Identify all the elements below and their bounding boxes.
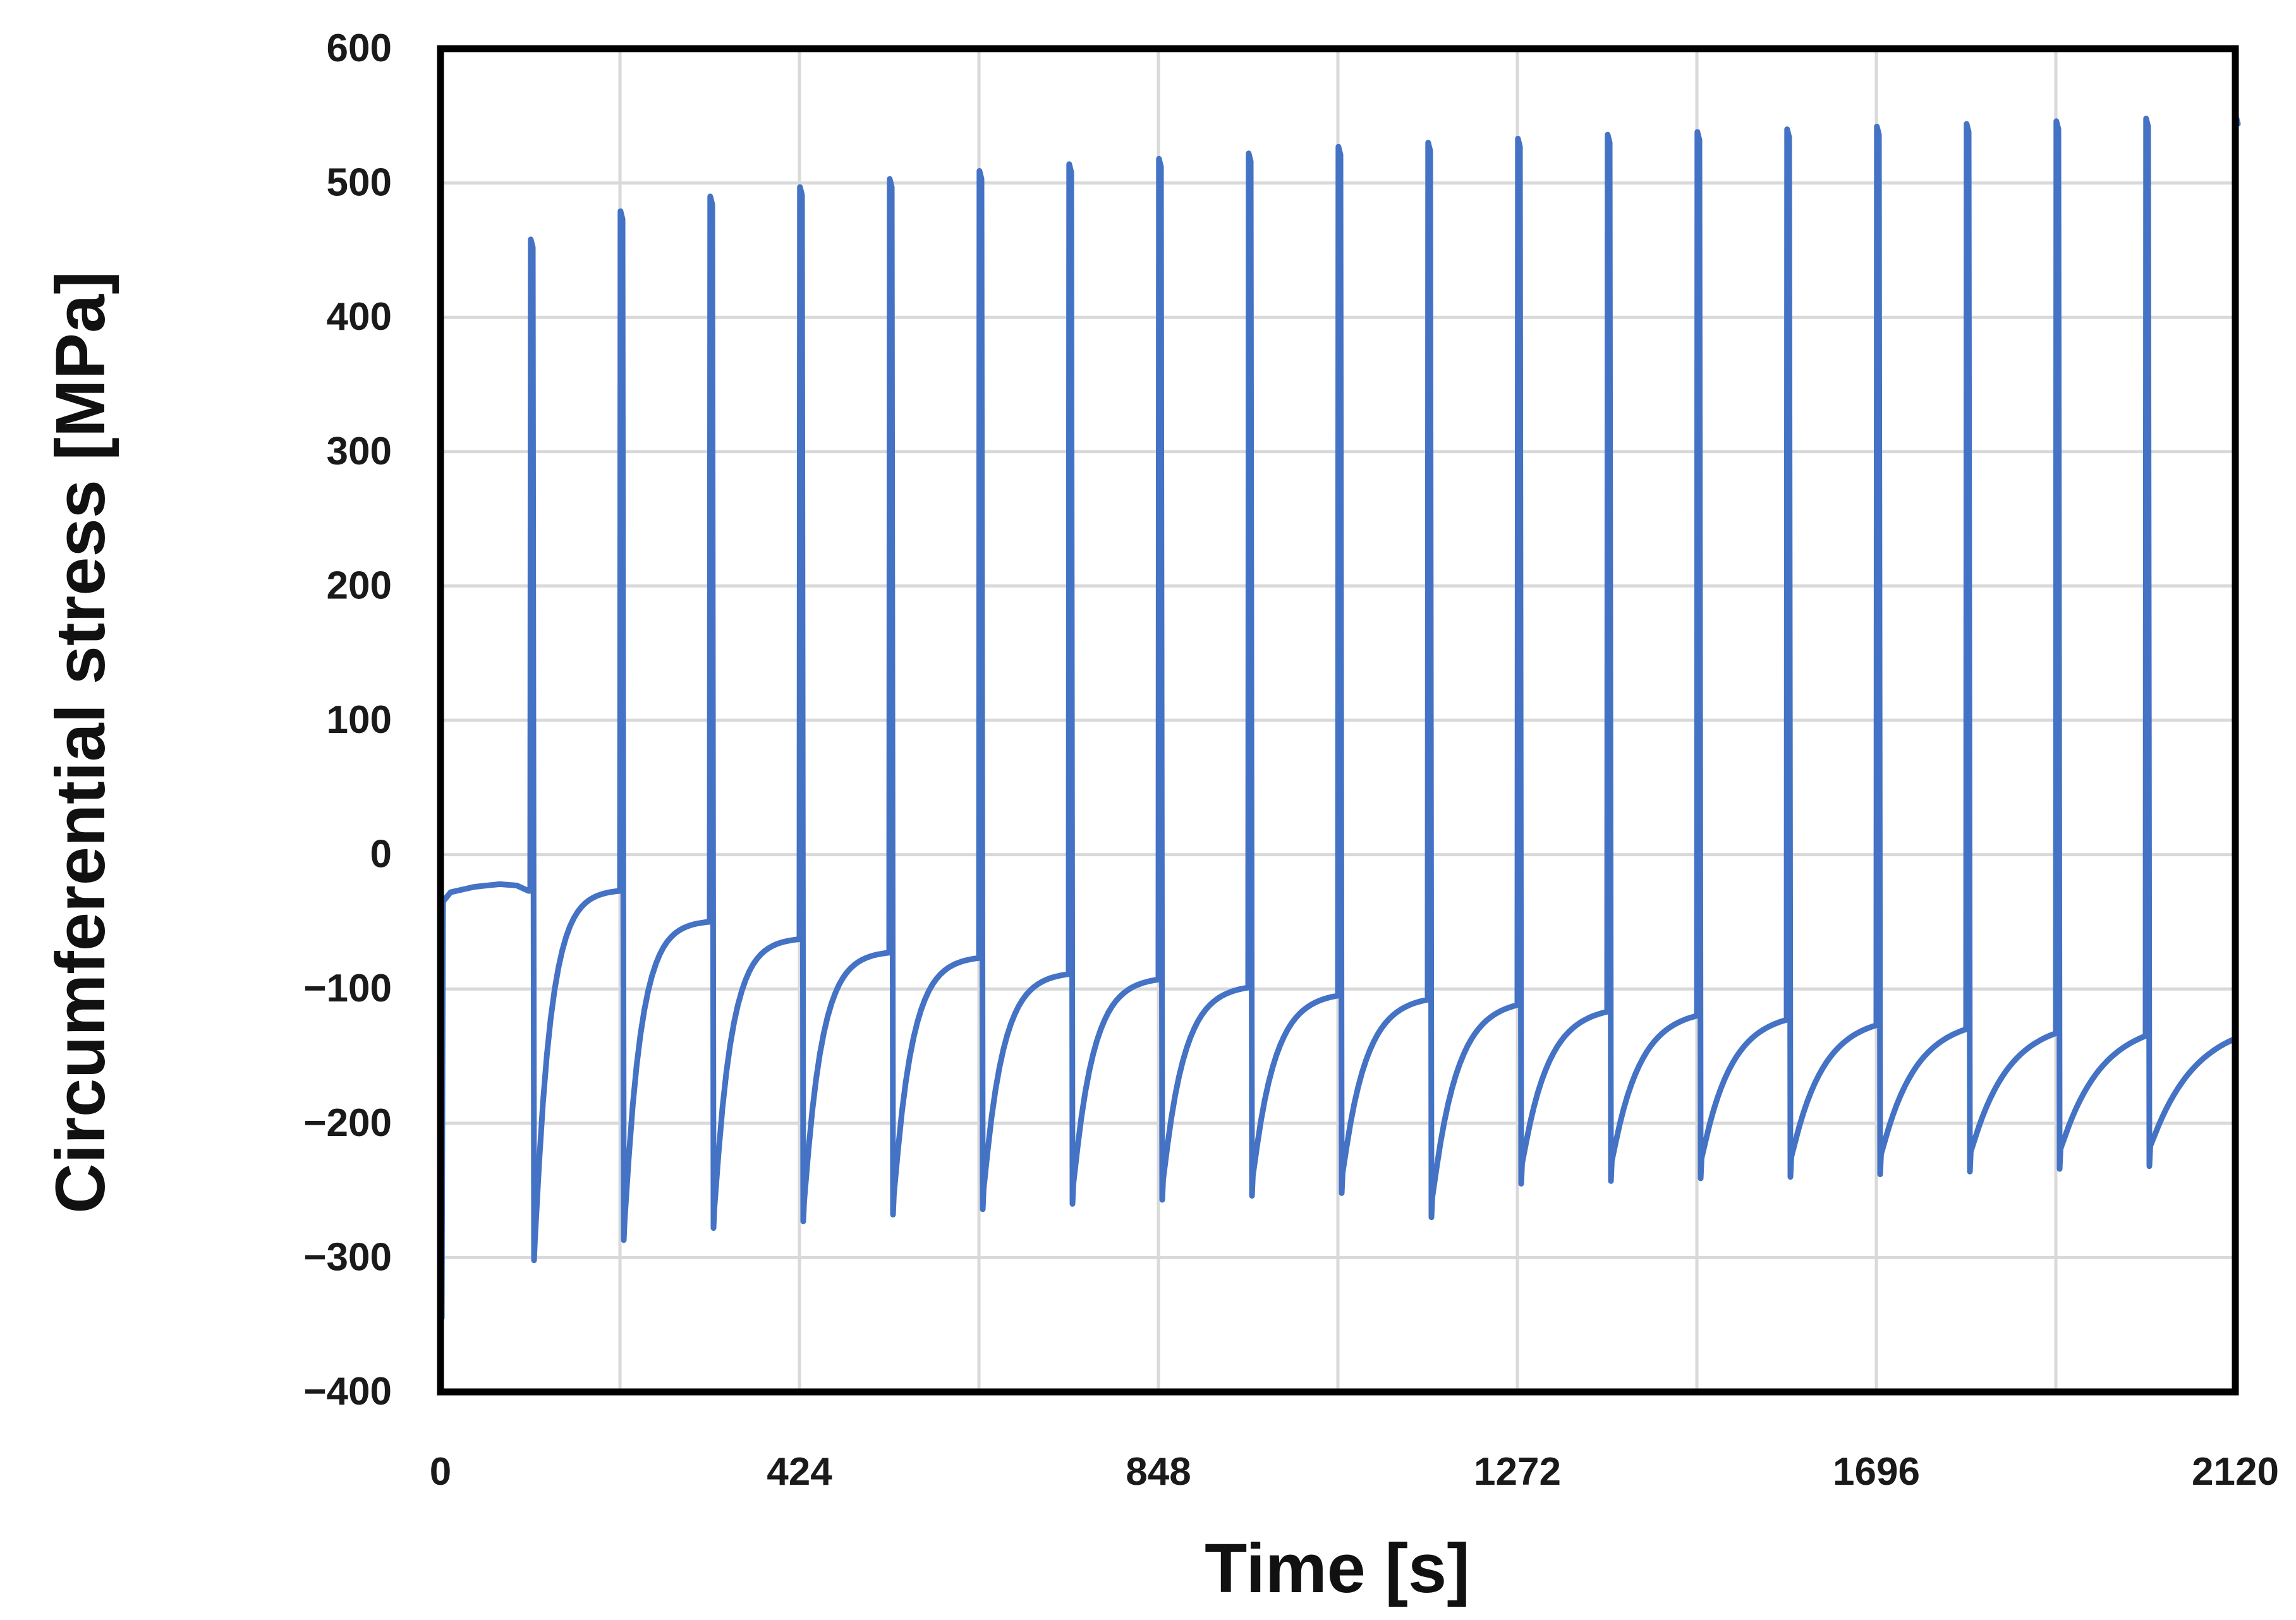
trough-point <box>531 1257 537 1263</box>
peak-point <box>1784 126 1790 132</box>
trough-point <box>1698 1175 1704 1181</box>
x-tick-label: 2120 <box>2192 1450 2279 1494</box>
peak-point <box>1335 144 1341 150</box>
y-tick-label: 400 <box>327 295 392 339</box>
peak-point <box>1425 140 1431 145</box>
peak-point <box>1156 156 1162 162</box>
y-tick-label: −300 <box>303 1235 392 1279</box>
x-axis-title: Time [s] <box>1205 1530 1470 1607</box>
trough-point <box>1788 1174 1794 1180</box>
x-tick-label: 1696 <box>1833 1450 1920 1494</box>
trough-point <box>1070 1201 1076 1207</box>
x-tick-label: 424 <box>767 1450 832 1494</box>
trough-point <box>1608 1178 1614 1184</box>
x-tick-label: 848 <box>1126 1450 1191 1494</box>
peak-point <box>1605 132 1610 138</box>
y-tick-label: −400 <box>303 1370 392 1413</box>
peak-point <box>2143 116 2149 121</box>
y-tick-label: 500 <box>327 161 392 205</box>
peak-point <box>707 193 713 199</box>
peak-point <box>2053 118 2059 124</box>
peak-point <box>1066 161 1072 167</box>
y-tick-label: 0 <box>370 833 392 876</box>
series-circumferential-stress <box>437 112 2241 1321</box>
peak-point <box>1874 124 1880 130</box>
trough-point <box>1429 1214 1435 1220</box>
y-axis-title: Circumferential stress [MPa] <box>42 271 119 1214</box>
trough-point <box>1160 1197 1165 1202</box>
trough-point <box>1967 1169 1973 1175</box>
y-tick-label: 600 <box>327 27 392 70</box>
y-tick-label: −100 <box>303 967 392 1010</box>
data-line <box>437 112 2241 1321</box>
peak-point <box>1515 136 1521 142</box>
peak-point <box>528 236 533 242</box>
x-tick-label: 1272 <box>1474 1450 1561 1494</box>
trough-point <box>1339 1190 1345 1196</box>
plot-frame <box>437 45 2239 1396</box>
trough-point <box>2147 1163 2153 1169</box>
peak-point <box>1964 121 1969 127</box>
y-tick-label: 200 <box>327 564 392 607</box>
peak-point <box>1246 150 1251 156</box>
y-tick-label: 300 <box>327 430 392 473</box>
peak-point <box>887 176 892 182</box>
trough-point <box>1519 1181 1524 1187</box>
trough-point <box>711 1225 717 1231</box>
y-tick-label: 100 <box>327 698 392 742</box>
trough-point <box>980 1206 986 1212</box>
x-axis-ticks: 0 424 848 1272 1696 2120 <box>430 1450 2279 1494</box>
x-tick-label: 0 <box>430 1450 451 1494</box>
trough-point <box>890 1212 896 1218</box>
trough-point <box>1249 1193 1255 1199</box>
trough-point <box>621 1237 627 1243</box>
trough-point <box>801 1218 806 1224</box>
peak-point <box>976 168 982 174</box>
trough-point <box>1878 1171 1883 1177</box>
trough-point <box>2057 1166 2063 1172</box>
peak-point <box>797 184 803 190</box>
y-axis-ticks: 600 500 400 300 200 100 0 −100 −200 −300 −400 <box>303 27 392 1413</box>
peak-point <box>617 209 623 214</box>
y-tick-label: −200 <box>303 1101 392 1145</box>
peak-point <box>1694 129 1700 135</box>
